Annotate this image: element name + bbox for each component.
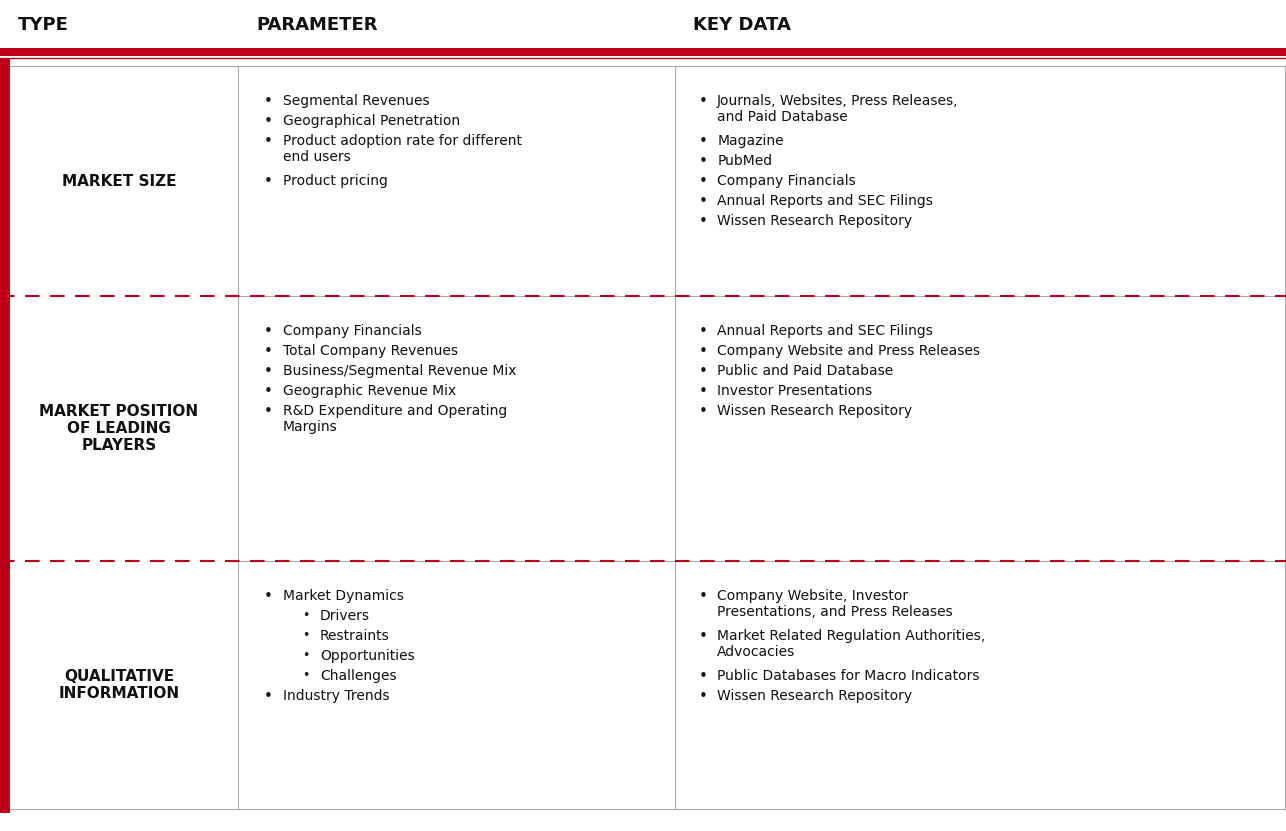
- Text: •: •: [264, 134, 273, 149]
- Text: Company Financials: Company Financials: [718, 174, 856, 188]
- Text: Company Website, Investor
Presentations, and Press Releases: Company Website, Investor Presentations,…: [718, 589, 953, 619]
- Text: •: •: [698, 214, 707, 229]
- Text: Wissen Research Repository: Wissen Research Repository: [718, 214, 912, 228]
- Text: QUALITATIVE
INFORMATION: QUALITATIVE INFORMATION: [58, 669, 180, 701]
- Text: Opportunities: Opportunities: [320, 649, 414, 663]
- Text: PARAMETER: PARAMETER: [256, 16, 377, 34]
- Text: Drivers: Drivers: [320, 609, 370, 623]
- Text: •: •: [302, 609, 310, 622]
- Text: •: •: [264, 94, 273, 109]
- Text: Public Databases for Macro Indicators: Public Databases for Macro Indicators: [718, 669, 980, 683]
- Text: Magazine: Magazine: [718, 134, 783, 148]
- Text: Industry Trends: Industry Trends: [283, 689, 390, 703]
- Text: Market Related Regulation Authorities,
Advocacies: Market Related Regulation Authorities, A…: [718, 629, 985, 659]
- Text: PubMed: PubMed: [718, 154, 773, 168]
- Text: •: •: [698, 629, 707, 644]
- Bar: [0, 48, 1286, 56]
- Text: •: •: [698, 669, 707, 684]
- Text: •: •: [264, 404, 273, 419]
- Text: •: •: [264, 114, 273, 129]
- Text: •: •: [264, 174, 273, 189]
- Text: MARKET POSITION
OF LEADING
PLAYERS: MARKET POSITION OF LEADING PLAYERS: [40, 404, 198, 454]
- Text: Company Website and Press Releases: Company Website and Press Releases: [718, 344, 980, 358]
- Text: Company Financials: Company Financials: [283, 324, 422, 338]
- Text: •: •: [698, 194, 707, 209]
- Text: •: •: [264, 384, 273, 399]
- Text: Investor Presentations: Investor Presentations: [718, 384, 872, 398]
- Text: Public and Paid Database: Public and Paid Database: [718, 364, 894, 378]
- Text: •: •: [698, 589, 707, 604]
- Text: •: •: [302, 649, 310, 662]
- Text: •: •: [698, 324, 707, 339]
- Text: Challenges: Challenges: [320, 669, 396, 683]
- Text: Wissen Research Repository: Wissen Research Repository: [718, 689, 912, 703]
- Text: Wissen Research Repository: Wissen Research Repository: [718, 404, 912, 418]
- Text: Restraints: Restraints: [320, 629, 390, 643]
- Text: •: •: [264, 324, 273, 339]
- Text: TYPE: TYPE: [18, 16, 69, 34]
- Text: •: •: [698, 364, 707, 379]
- Text: Total Company Revenues: Total Company Revenues: [283, 344, 458, 358]
- Text: •: •: [698, 404, 707, 419]
- Text: •: •: [264, 344, 273, 359]
- Text: •: •: [698, 344, 707, 359]
- Text: KEY DATA: KEY DATA: [693, 16, 791, 34]
- Text: Geographical Penetration: Geographical Penetration: [283, 114, 460, 128]
- Text: R&D Expenditure and Operating
Margins: R&D Expenditure and Operating Margins: [283, 404, 507, 435]
- Text: MARKET SIZE: MARKET SIZE: [62, 174, 176, 189]
- Text: Business/Segmental Revenue Mix: Business/Segmental Revenue Mix: [283, 364, 517, 378]
- Text: Annual Reports and SEC Filings: Annual Reports and SEC Filings: [718, 194, 934, 208]
- Text: •: •: [698, 154, 707, 169]
- Text: Product pricing: Product pricing: [283, 174, 388, 188]
- Text: •: •: [264, 589, 273, 604]
- Text: •: •: [698, 689, 707, 704]
- Text: •: •: [698, 134, 707, 149]
- Text: Segmental Revenues: Segmental Revenues: [283, 94, 430, 108]
- Text: •: •: [698, 384, 707, 399]
- Text: •: •: [698, 94, 707, 109]
- Text: Product adoption rate for different
end users: Product adoption rate for different end …: [283, 134, 522, 165]
- Text: •: •: [264, 689, 273, 704]
- Text: Annual Reports and SEC Filings: Annual Reports and SEC Filings: [718, 324, 934, 338]
- Text: •: •: [264, 364, 273, 379]
- Text: Journals, Websites, Press Releases,
and Paid Database: Journals, Websites, Press Releases, and …: [718, 94, 958, 124]
- Text: Geographic Revenue Mix: Geographic Revenue Mix: [283, 384, 457, 398]
- Text: Market Dynamics: Market Dynamics: [283, 589, 404, 603]
- Text: •: •: [302, 669, 310, 682]
- Bar: [0, 58, 10, 813]
- Text: •: •: [698, 174, 707, 189]
- Text: •: •: [302, 629, 310, 642]
